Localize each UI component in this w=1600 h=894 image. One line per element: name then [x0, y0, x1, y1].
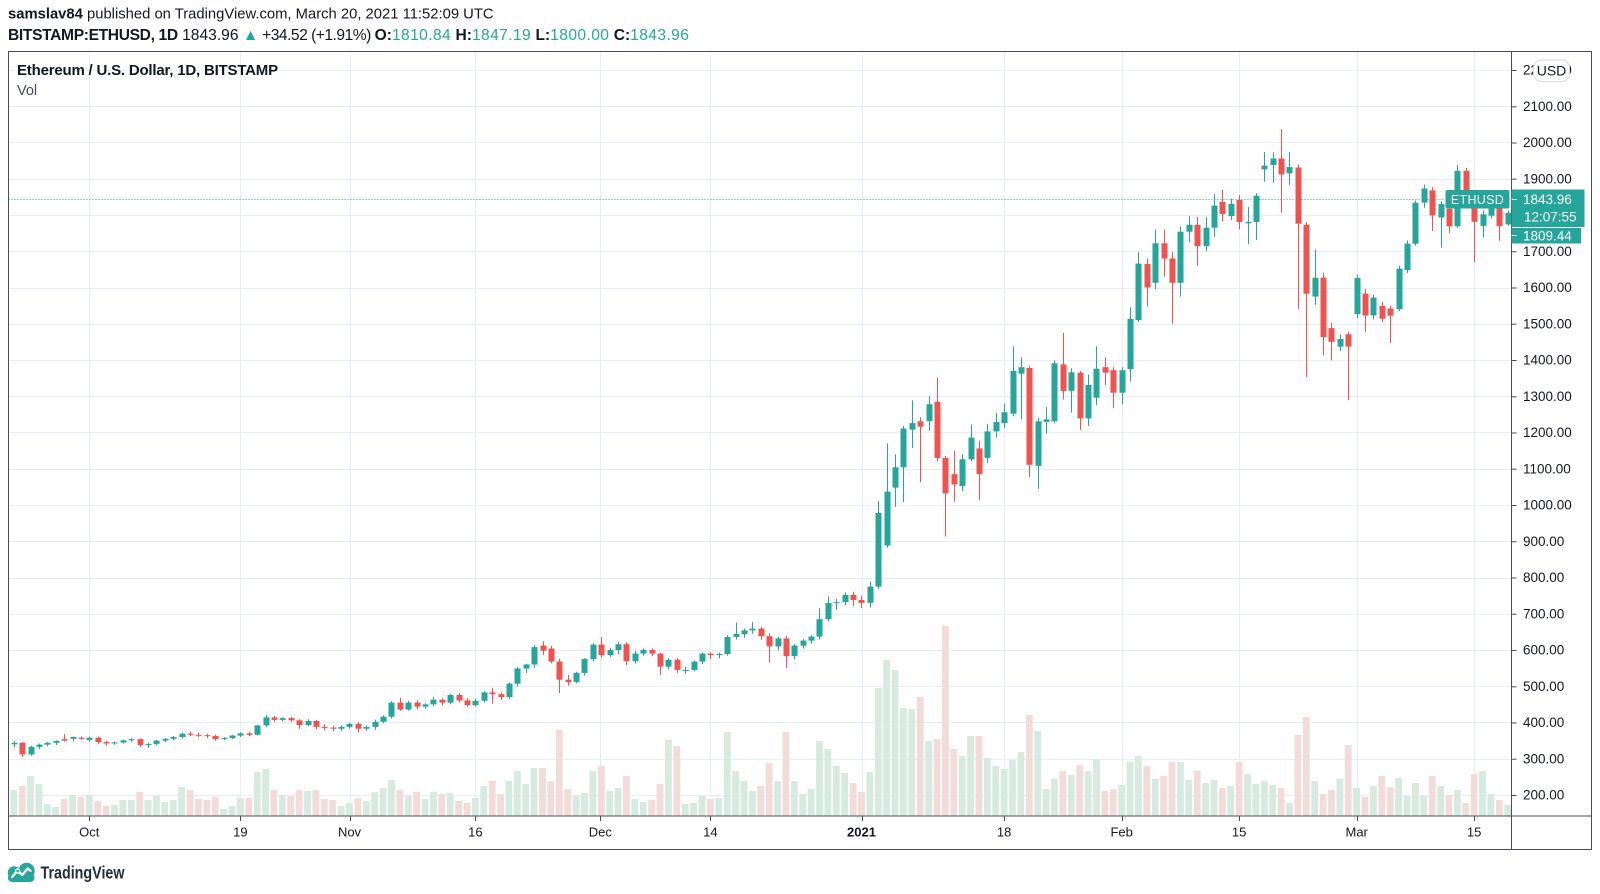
svg-text:1000.00: 1000.00 — [1523, 498, 1572, 513]
svg-text:200.00: 200.00 — [1523, 788, 1564, 803]
svg-text:600.00: 600.00 — [1523, 643, 1564, 658]
svg-text:1100.00: 1100.00 — [1523, 461, 1571, 476]
svg-text:700.00: 700.00 — [1523, 607, 1564, 622]
svg-text:1400.00: 1400.00 — [1523, 353, 1572, 368]
svg-text:TradingView: TradingView — [41, 863, 125, 883]
svg-text:Nov: Nov — [338, 825, 362, 840]
svg-text:1300.00: 1300.00 — [1523, 389, 1572, 404]
svg-text:15: 15 — [1232, 825, 1246, 840]
svg-text:Oct: Oct — [79, 825, 100, 840]
svg-text:1700.00: 1700.00 — [1523, 244, 1572, 259]
svg-text:Dec: Dec — [589, 825, 613, 840]
svg-text:14: 14 — [703, 825, 717, 840]
svg-text:1500.00: 1500.00 — [1523, 316, 1572, 331]
svg-text:Ethereum / U.S. Dollar, 1D, BI: Ethereum / U.S. Dollar, 1D, BITSTAMP — [17, 62, 278, 79]
svg-text:16: 16 — [468, 825, 482, 840]
svg-text:ETHUSD: ETHUSD — [1451, 193, 1504, 207]
svg-text:900.00: 900.00 — [1523, 534, 1564, 549]
svg-text:Mar: Mar — [1346, 825, 1369, 840]
svg-text:1809.44: 1809.44 — [1523, 229, 1572, 244]
svg-text:BITSTAMP:ETHUSD, 1D 1843.96 ▲: BITSTAMP:ETHUSD, 1D 1843.96 ▲ +34.52 (+1… — [8, 27, 689, 44]
svg-text:18: 18 — [997, 825, 1011, 840]
svg-text:500.00: 500.00 — [1523, 679, 1564, 694]
svg-text:samslav84 published on Trading: samslav84 published on TradingView.com, … — [8, 7, 494, 23]
svg-text:2021: 2021 — [847, 825, 876, 840]
svg-text:300.00: 300.00 — [1523, 752, 1564, 767]
svg-text:Feb: Feb — [1110, 825, 1132, 840]
svg-text:12:07:55: 12:07:55 — [1524, 210, 1577, 225]
svg-text:15: 15 — [1467, 825, 1481, 840]
svg-text:19: 19 — [233, 825, 247, 840]
svg-text:2000.00: 2000.00 — [1523, 135, 1572, 150]
svg-text:USD: USD — [1537, 63, 1567, 79]
svg-text:2100.00: 2100.00 — [1523, 99, 1572, 114]
svg-text:1200.00: 1200.00 — [1523, 425, 1572, 440]
svg-text:1843.96: 1843.96 — [1523, 192, 1572, 207]
svg-text:1600.00: 1600.00 — [1523, 280, 1572, 295]
svg-text:1900.00: 1900.00 — [1523, 171, 1572, 186]
svg-text:800.00: 800.00 — [1523, 570, 1564, 585]
svg-text:400.00: 400.00 — [1523, 715, 1564, 730]
svg-text:Vol: Vol — [17, 83, 37, 99]
